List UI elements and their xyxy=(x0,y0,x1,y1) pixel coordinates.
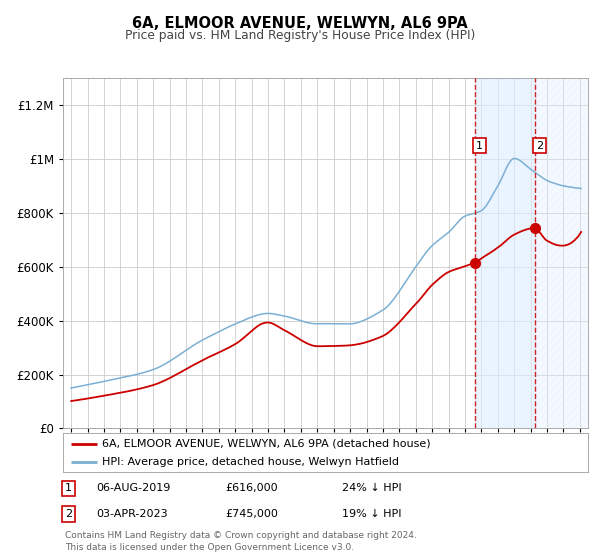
Text: 6A, ELMOOR AVENUE, WELWYN, AL6 9PA (detached house): 6A, ELMOOR AVENUE, WELWYN, AL6 9PA (deta… xyxy=(103,438,431,449)
Text: 1: 1 xyxy=(65,483,72,493)
Text: Price paid vs. HM Land Registry's House Price Index (HPI): Price paid vs. HM Land Registry's House … xyxy=(125,29,475,42)
Text: 6A, ELMOOR AVENUE, WELWYN, AL6 9PA: 6A, ELMOOR AVENUE, WELWYN, AL6 9PA xyxy=(132,16,468,31)
Text: 03-APR-2023: 03-APR-2023 xyxy=(96,509,167,519)
Text: HPI: Average price, detached house, Welwyn Hatfield: HPI: Average price, detached house, Welw… xyxy=(103,457,400,467)
Text: 06-AUG-2019: 06-AUG-2019 xyxy=(96,483,170,493)
Text: £616,000: £616,000 xyxy=(225,483,278,493)
Text: 1: 1 xyxy=(476,141,483,151)
Bar xyxy=(475,78,535,428)
Text: 2: 2 xyxy=(65,509,72,519)
Text: 19% ↓ HPI: 19% ↓ HPI xyxy=(342,509,401,519)
Text: 24% ↓ HPI: 24% ↓ HPI xyxy=(342,483,401,493)
Text: 2: 2 xyxy=(536,141,544,151)
Text: £745,000: £745,000 xyxy=(225,509,278,519)
Text: Contains HM Land Registry data © Crown copyright and database right 2024.
This d: Contains HM Land Registry data © Crown c… xyxy=(65,531,416,552)
Bar xyxy=(535,78,588,428)
